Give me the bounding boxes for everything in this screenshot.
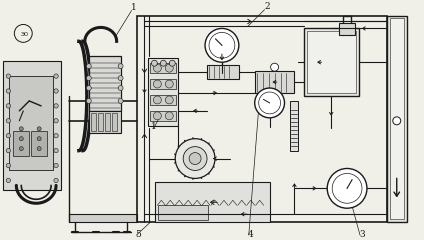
Circle shape — [165, 112, 173, 120]
Bar — [69, 214, 137, 222]
Circle shape — [86, 64, 91, 69]
Bar — [151, 79, 176, 89]
Circle shape — [393, 117, 401, 125]
Bar — [112, 113, 117, 131]
Bar — [307, 31, 356, 93]
Circle shape — [118, 85, 123, 90]
Circle shape — [209, 32, 235, 58]
Circle shape — [6, 74, 11, 78]
Circle shape — [271, 63, 279, 71]
Circle shape — [6, 163, 11, 168]
Circle shape — [37, 137, 41, 141]
Text: 1: 1 — [151, 122, 157, 131]
Bar — [290, 101, 298, 151]
Text: 3: 3 — [359, 230, 365, 239]
Bar — [207, 65, 239, 79]
Circle shape — [189, 153, 201, 164]
Circle shape — [118, 64, 123, 69]
Bar — [9, 76, 53, 170]
Bar — [339, 24, 355, 35]
Circle shape — [153, 112, 162, 120]
Circle shape — [54, 178, 58, 183]
Circle shape — [6, 148, 11, 153]
Bar — [390, 18, 404, 219]
Circle shape — [259, 92, 281, 114]
Circle shape — [165, 80, 173, 88]
Bar — [387, 16, 407, 222]
Circle shape — [20, 127, 23, 131]
Bar — [155, 182, 270, 222]
Text: 4: 4 — [248, 230, 254, 239]
Circle shape — [37, 127, 41, 131]
Circle shape — [86, 85, 91, 90]
Bar — [151, 111, 176, 121]
Circle shape — [6, 119, 11, 123]
Text: 1: 1 — [131, 3, 136, 12]
Bar — [255, 71, 294, 93]
Circle shape — [54, 133, 58, 138]
Circle shape — [332, 174, 362, 203]
Circle shape — [6, 133, 11, 138]
Bar — [148, 58, 178, 126]
Circle shape — [205, 28, 239, 62]
Bar — [158, 205, 208, 220]
Circle shape — [54, 119, 58, 123]
Circle shape — [165, 96, 173, 104]
Bar — [91, 113, 96, 131]
Circle shape — [153, 96, 162, 104]
Circle shape — [169, 60, 175, 66]
Text: 2: 2 — [265, 2, 270, 11]
Circle shape — [20, 137, 23, 141]
Circle shape — [54, 148, 58, 153]
Circle shape — [151, 60, 157, 66]
Text: ЭО: ЭО — [20, 32, 28, 37]
Bar — [3, 61, 61, 190]
Bar — [151, 63, 176, 73]
Bar — [151, 95, 176, 105]
Circle shape — [175, 139, 215, 178]
Circle shape — [160, 60, 166, 66]
Circle shape — [6, 89, 11, 93]
Bar — [31, 131, 47, 156]
Circle shape — [327, 168, 367, 208]
Circle shape — [6, 104, 11, 108]
Circle shape — [165, 64, 173, 72]
Circle shape — [54, 163, 58, 168]
Bar — [105, 113, 110, 131]
Circle shape — [118, 98, 123, 103]
Circle shape — [153, 80, 162, 88]
Bar — [98, 113, 103, 131]
Circle shape — [153, 64, 162, 72]
Circle shape — [54, 74, 58, 78]
Circle shape — [54, 89, 58, 93]
Circle shape — [118, 76, 123, 81]
Circle shape — [37, 147, 41, 151]
Bar — [304, 28, 359, 96]
Circle shape — [86, 76, 91, 81]
Circle shape — [6, 178, 11, 183]
Circle shape — [255, 88, 285, 118]
Circle shape — [183, 147, 207, 170]
Circle shape — [20, 147, 23, 151]
Circle shape — [86, 98, 91, 103]
Bar — [89, 56, 120, 111]
Bar — [137, 16, 387, 222]
Text: 5: 5 — [136, 230, 141, 239]
Bar — [89, 111, 120, 133]
Circle shape — [54, 104, 58, 108]
Bar — [13, 131, 29, 156]
